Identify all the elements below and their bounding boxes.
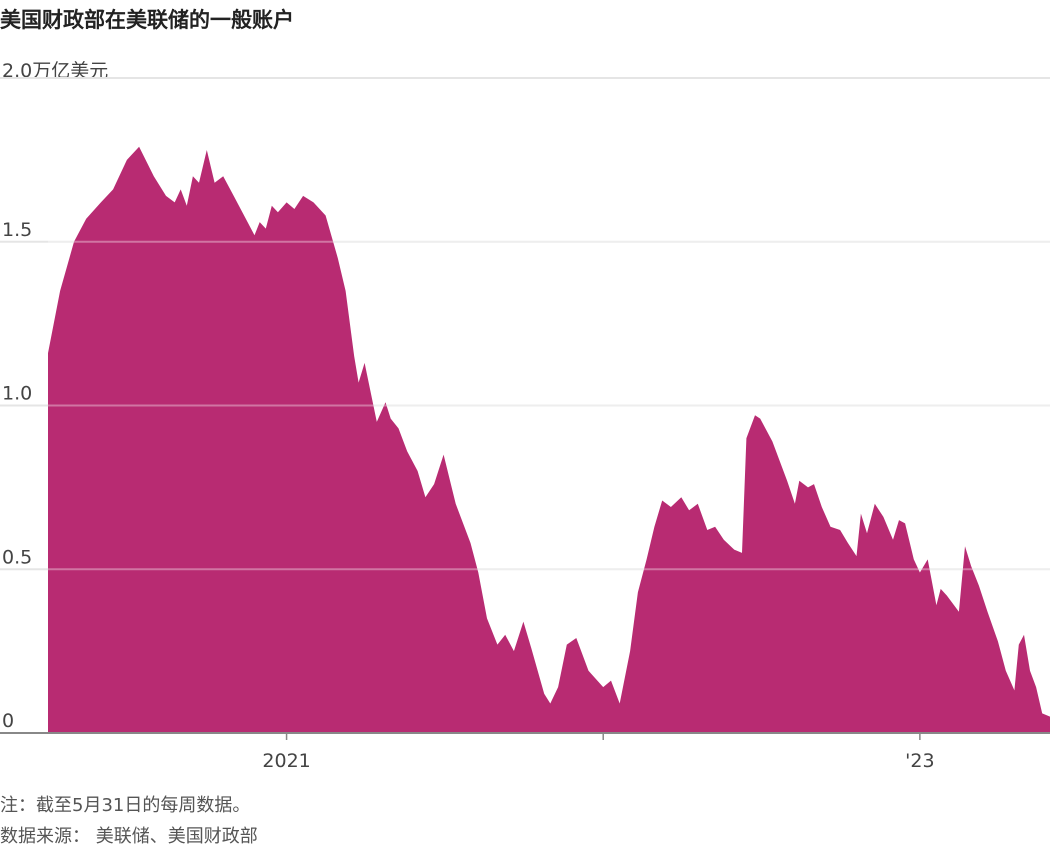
- source-note: 数据来源： 美联储、美国财政部: [0, 826, 258, 847]
- area-series: [48, 146, 1050, 734]
- axes: 0 0.5 1.0 1.5 2021 '23: [0, 219, 1050, 772]
- x-tick-label: '23: [905, 750, 934, 772]
- footnote: 注：截至5月31日的每周数据。: [0, 795, 251, 816]
- y-tick-label: 1.5: [2, 219, 32, 241]
- area-series-path: [48, 146, 1050, 734]
- chart-title: 美国财政部在美联储的一般账户: [0, 8, 294, 32]
- x-tick-label: 2021: [262, 750, 310, 772]
- y-axis-unit-label: 2.0万亿美元: [2, 60, 109, 82]
- area-chart: 0 0.5 1.0 1.5 2021 '23: [0, 77, 1050, 772]
- y-tick-label: 0.5: [2, 546, 32, 568]
- y-tick-label: 1.0: [2, 383, 32, 405]
- y-tick-label: 0: [2, 710, 14, 732]
